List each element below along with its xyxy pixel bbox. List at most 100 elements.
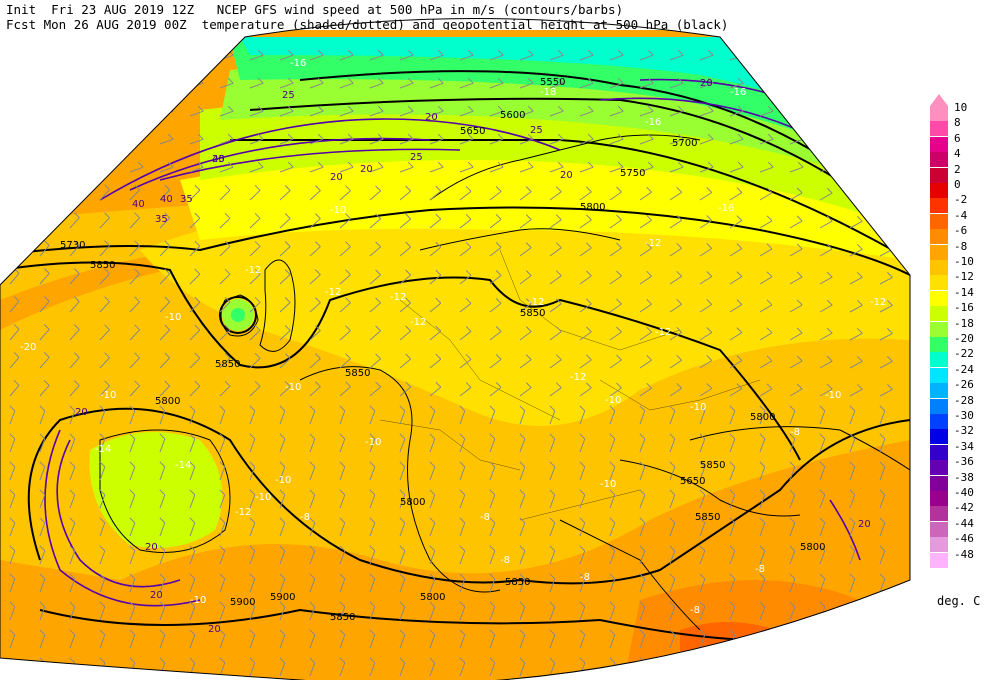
wind-barb [459, 662, 466, 677]
wind-barb-flag [819, 517, 826, 524]
wind-barb [699, 634, 706, 649]
wind-barb-flag [345, 325, 351, 332]
wind-barb [579, 578, 586, 593]
wind-barb [39, 82, 54, 89]
wind-barb [129, 494, 136, 509]
wind-barb-flag [345, 353, 351, 360]
wind-barb [369, 190, 381, 201]
wind-barb-flag [879, 405, 886, 412]
wind-barb-flag [224, 296, 231, 303]
wind-barb [9, 578, 16, 593]
wind-barb [669, 606, 676, 621]
wind-barb [369, 466, 376, 481]
wind-barb-flag [47, 161, 54, 168]
wind-barb [129, 357, 140, 369]
wind-barb [729, 438, 736, 453]
wind-barb-flag [224, 212, 231, 219]
wind-barb [759, 110, 774, 117]
wind-barb [9, 466, 16, 481]
wind-barb [339, 438, 346, 453]
wind-barb [609, 82, 624, 89]
wind-barb [279, 166, 294, 173]
wind-barb [189, 410, 196, 425]
wind-barb [519, 387, 532, 397]
wind-barb [879, 110, 894, 117]
wind-barb [879, 220, 893, 229]
wind-barb [159, 634, 166, 649]
wind-barb [9, 300, 20, 313]
wind-barb [819, 522, 826, 537]
wind-barb-flag [617, 77, 624, 84]
wind-barb [39, 578, 46, 593]
wind-barb-flag [797, 105, 804, 112]
wind-barb-flag [557, 161, 564, 168]
wind-barb [459, 494, 466, 509]
wind-barb [189, 54, 204, 61]
wind-barb-flag [879, 629, 886, 636]
wind-barb-flag [579, 405, 586, 412]
wind-barb-flag [129, 461, 136, 468]
wind-barb-flag [47, 105, 54, 112]
wind-barb [879, 606, 886, 621]
wind-barb [429, 550, 436, 565]
wind-barb [39, 550, 46, 565]
wind-barb-flag [586, 242, 592, 249]
wind-barb [519, 578, 526, 593]
wind-barb-flag [284, 241, 291, 247]
wind-barb-flag [309, 517, 316, 524]
wind-barb-flag [249, 517, 256, 524]
wind-barb [189, 606, 196, 621]
wind-barb-flag [437, 105, 444, 112]
wind-barb-flag [435, 325, 442, 332]
wind-barb-flag [819, 629, 826, 636]
wind-barb-flag [134, 212, 140, 219]
wind-barb-flag [549, 461, 556, 468]
wind-barb-flag [579, 601, 586, 608]
wind-barb [369, 386, 381, 397]
wind-barb [549, 219, 562, 229]
wind-barb-flag [465, 185, 472, 192]
wind-barb [789, 522, 796, 537]
wind-barb [639, 191, 652, 201]
wind-barb-flag [467, 161, 474, 168]
wind-speed-label: 20 [700, 78, 713, 89]
wind-barb [489, 166, 504, 173]
wind-barb-flag [134, 296, 140, 303]
wind-barb-flag [159, 629, 166, 636]
wind-barb-flag [467, 105, 474, 112]
wind-barb-flag [43, 212, 50, 218]
wind-barb [429, 578, 436, 593]
wind-barb-flag [219, 461, 226, 468]
wind-barb [249, 329, 261, 341]
wind-barb [849, 662, 856, 677]
wind-barb [699, 522, 706, 537]
legend-label: 0 [954, 178, 961, 191]
wind-barb-flag [789, 601, 796, 608]
wind-barb-flag [219, 405, 226, 412]
wind-barb-flag [887, 188, 893, 194]
wind-barb-flag [555, 270, 562, 277]
wind-barb-flag [497, 105, 504, 112]
wind-barb-flag [194, 352, 201, 359]
wind-barb [489, 634, 496, 649]
wind-speed-label: 20 [212, 154, 225, 165]
wind-barb [879, 360, 893, 369]
wind-barb-flag [43, 380, 50, 386]
wind-barb-flag [706, 299, 713, 305]
wind-barb-flag [159, 517, 166, 524]
wind-barb [669, 303, 682, 313]
wind-barb [519, 275, 532, 285]
wind-barb [639, 494, 646, 509]
wind-barb [549, 82, 564, 89]
temperature-label: -10 [275, 475, 291, 486]
wind-barb-flag [339, 601, 346, 608]
wind-barb [609, 387, 622, 397]
wind-barb [519, 191, 532, 201]
wind-barb-flag [609, 405, 616, 412]
wind-barb [459, 358, 472, 369]
wind-barb [429, 82, 444, 89]
wind-barb-flag [339, 405, 346, 412]
wind-barb-flag [609, 629, 616, 636]
wind-barb [729, 360, 743, 369]
wind-barb [399, 550, 406, 565]
